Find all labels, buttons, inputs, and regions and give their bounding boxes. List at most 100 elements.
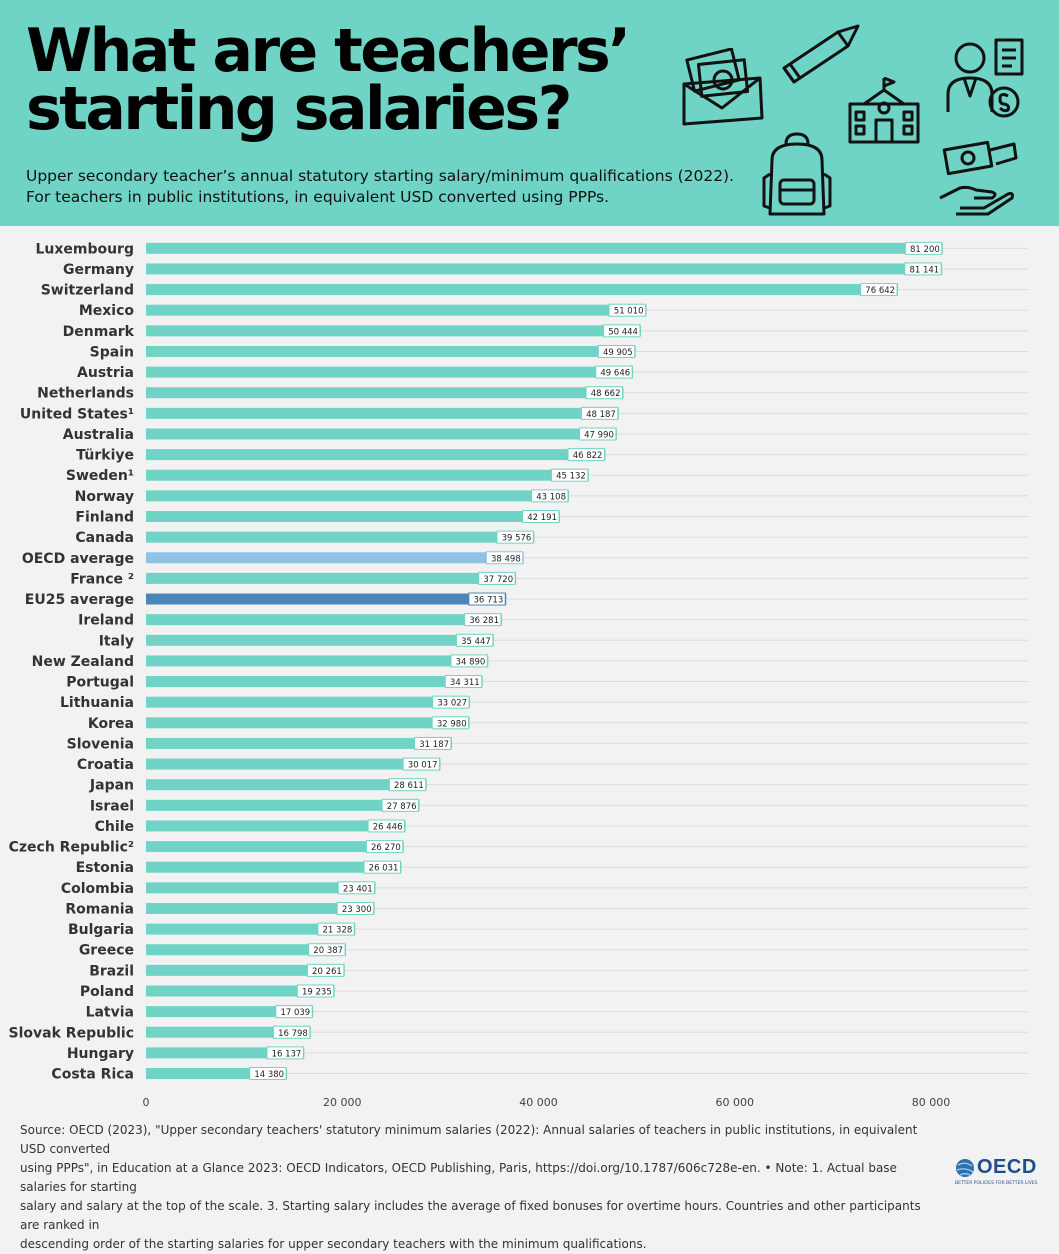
value-label: 48 662 xyxy=(591,389,621,399)
value-label: 47 990 xyxy=(584,430,614,440)
value-label: 36 713 xyxy=(473,596,503,606)
bar-germany xyxy=(146,263,943,275)
bar-new-zealand xyxy=(146,655,489,667)
decorative-icons xyxy=(668,10,1048,220)
x-tick-label: 60 000 xyxy=(716,1096,755,1109)
category-label: Ireland xyxy=(78,613,134,629)
bar-austria xyxy=(146,366,634,378)
bar-latvia xyxy=(146,1006,314,1018)
value-label: 37 720 xyxy=(483,575,513,585)
value-label-box xyxy=(450,654,488,668)
category-label: Korea xyxy=(88,716,134,732)
bar-norway xyxy=(146,490,569,502)
school-building-icon xyxy=(848,76,920,144)
value-label-box xyxy=(367,819,406,833)
oecd-logo: OECD BETTER POLICIES FOR BETTER LIVES xyxy=(953,1153,1053,1193)
value-label: 35 447 xyxy=(461,637,491,647)
value-label: 23 300 xyxy=(342,905,372,915)
value-label: 20 387 xyxy=(313,946,343,956)
bar-spain xyxy=(146,345,636,357)
value-label-box xyxy=(336,901,375,915)
bar-t-rkiye xyxy=(146,449,606,461)
value-label: 26 270 xyxy=(371,843,401,853)
subtitle-line-2: For teachers in public institutions, in … xyxy=(26,188,610,206)
bar-ireland xyxy=(146,614,503,626)
source-line-2: using PPPs", in Education at a Glance 20… xyxy=(20,1161,897,1194)
pencil-icon xyxy=(782,24,860,84)
value-label-box xyxy=(455,633,494,647)
x-tick-label: 80 000 xyxy=(912,1096,951,1109)
bar-bulgaria xyxy=(146,923,356,935)
category-label: Denmark xyxy=(63,324,135,340)
x-tick-label: 0 xyxy=(143,1096,150,1109)
category-label: Greece xyxy=(79,943,134,959)
value-label: 31 187 xyxy=(419,740,449,750)
category-label: Latvia xyxy=(86,1005,134,1021)
value-label-box xyxy=(444,675,483,689)
category-label: Switzerland xyxy=(41,283,134,299)
value-label: 20 261 xyxy=(312,967,342,977)
value-label-box xyxy=(595,365,633,379)
value-label-box xyxy=(431,716,470,730)
bar-switzerland xyxy=(146,284,899,296)
value-label: 49 646 xyxy=(600,369,630,379)
category-label: Mexico xyxy=(79,303,135,319)
category-label: New Zealand xyxy=(32,654,134,670)
bar-greece xyxy=(146,944,347,956)
value-label: 34 311 xyxy=(450,678,480,688)
source-line-4: descending order of the starting salarie… xyxy=(20,1237,647,1251)
bar-brazil xyxy=(146,964,345,976)
category-label: Chile xyxy=(95,819,134,835)
value-label: 16 137 xyxy=(272,1049,302,1059)
bar-oecd-average xyxy=(146,552,524,564)
category-label: Romania xyxy=(65,901,134,917)
bar-estonia xyxy=(146,861,402,873)
bar-israel xyxy=(146,799,420,811)
bar-netherlands xyxy=(146,387,624,399)
value-label-box xyxy=(531,489,569,503)
bar-portugal xyxy=(146,676,483,688)
value-label-box xyxy=(414,736,452,750)
value-label-box xyxy=(308,943,346,957)
value-label-box xyxy=(468,592,506,606)
value-label: 14 380 xyxy=(254,1070,284,1080)
category-label: Italy xyxy=(99,633,134,649)
category-label: Netherlands xyxy=(37,386,134,402)
bar-croatia xyxy=(146,758,441,770)
value-label: 30 017 xyxy=(408,761,438,771)
value-label: 38 498 xyxy=(491,554,521,564)
bar-canada xyxy=(146,531,535,543)
category-label: Hungary xyxy=(67,1046,134,1062)
bar-costa-rica xyxy=(146,1068,288,1080)
subtitle: Upper secondary teacher’s annual statuto… xyxy=(26,166,786,208)
value-label: 21 328 xyxy=(323,926,353,936)
value-label: 17 039 xyxy=(280,1008,310,1018)
value-label-box xyxy=(306,963,345,977)
category-label: Finland xyxy=(75,510,134,526)
bar-mexico xyxy=(146,304,647,316)
bar-slovenia xyxy=(146,737,453,749)
value-label-box xyxy=(567,448,605,462)
source-line-1: Source: OECD (2023), "Upper secondary te… xyxy=(20,1123,918,1156)
value-label: 36 281 xyxy=(469,616,499,626)
bar-luxembourg xyxy=(146,242,943,254)
value-label-box xyxy=(317,922,355,936)
subtitle-line-1: Upper secondary teacher’s annual statuto… xyxy=(26,167,735,185)
bar-finland xyxy=(146,511,560,523)
value-label: 50 444 xyxy=(608,327,638,337)
value-label-box xyxy=(249,1067,287,1081)
source-line-3: salary and salary at the top of the scal… xyxy=(20,1199,921,1232)
bar-hungary xyxy=(146,1047,305,1059)
category-label: EU25 average xyxy=(25,592,134,608)
value-label-box xyxy=(365,840,404,854)
category-label: Spain xyxy=(90,344,134,360)
bar-chile xyxy=(146,820,406,832)
bar-denmark xyxy=(146,325,641,337)
category-label: Germany xyxy=(63,262,134,278)
value-label-box xyxy=(485,551,524,565)
value-label-box xyxy=(272,1025,311,1039)
value-label: 39 576 xyxy=(502,534,532,544)
value-label: 49 905 xyxy=(603,348,633,358)
category-label: Czech Republic² xyxy=(9,840,134,856)
backpack-icon xyxy=(762,132,832,216)
